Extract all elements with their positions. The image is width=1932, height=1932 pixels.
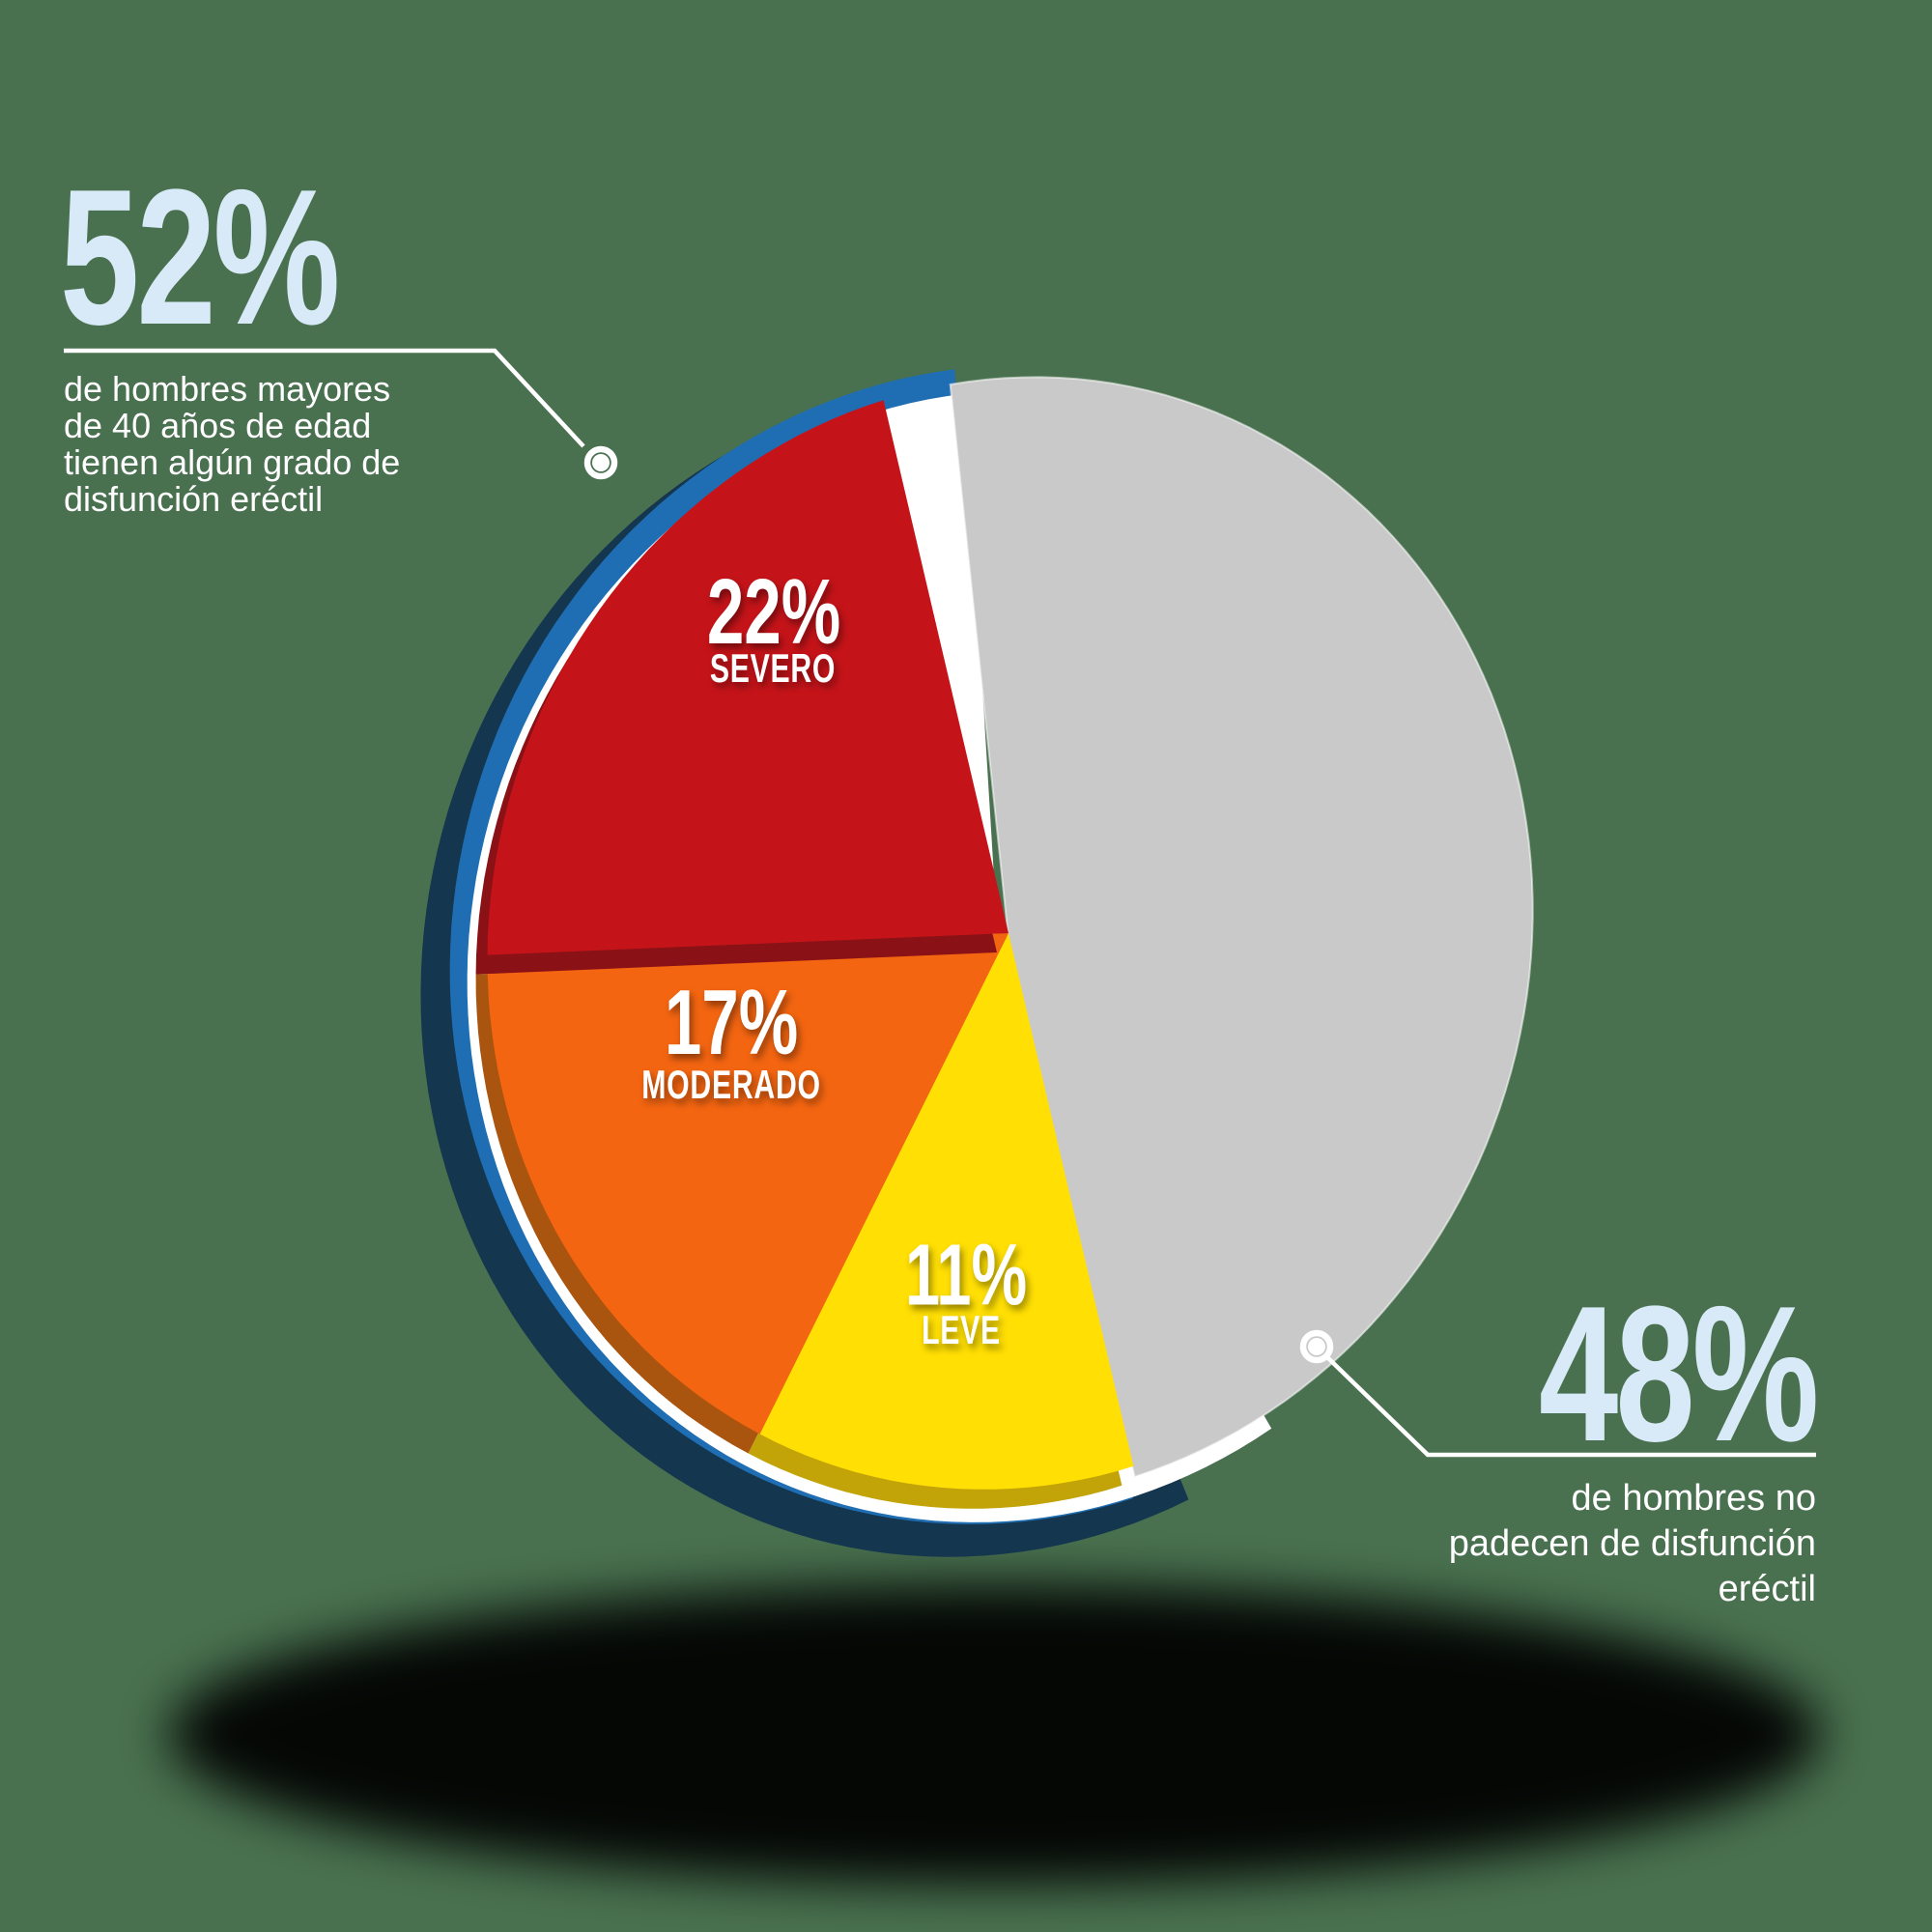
slice-severo-percent: 22% <box>706 560 841 664</box>
marker-dot-right <box>1308 1338 1325 1355</box>
annotation-52-line: de 40 años de edad <box>64 406 372 445</box>
marker-ring-right <box>1299 1329 1334 1364</box>
leader-line-left <box>64 348 585 448</box>
slice-sin-disfuncion <box>949 376 1534 1479</box>
ground-shadow <box>169 1584 1821 1884</box>
annotation-52-line: de hombres mayores <box>64 369 391 409</box>
slice-moderado-label: MODERADO <box>641 1062 821 1107</box>
slice-severo-label: SEVERO <box>709 645 837 691</box>
marker-dot-left <box>592 454 610 471</box>
leader-line-right <box>1326 1356 1816 1458</box>
slice-leve <box>759 933 1134 1490</box>
slice-leve-percent: 11% <box>904 1227 1028 1324</box>
annotation-52-line: tienen algún grado de <box>64 442 401 482</box>
annotation-48-value: 48% <box>1538 1266 1819 1482</box>
annotation-48-line: eréctil <box>1718 1569 1816 1609</box>
slice-leve-label: LEVE <box>922 1307 1001 1352</box>
annotation-48-line: padecen de disfunción <box>1448 1523 1816 1564</box>
slice-moderado <box>487 933 1009 1435</box>
marker-ring-left <box>583 445 618 480</box>
slice-severo <box>487 400 1009 955</box>
annotation-48-line: de hombres no <box>1571 1478 1817 1519</box>
slice-moderado-percent: 17% <box>664 971 799 1074</box>
annotation-52-line: disfunción eréctil <box>64 479 324 519</box>
annotation-48-text: de hombres no padecen de disfunción eréc… <box>1449 1476 1816 1612</box>
annotation-52-value: 52% <box>60 150 340 365</box>
annotation-52-text: de hombres mayores de 40 años de edad ti… <box>64 371 400 518</box>
